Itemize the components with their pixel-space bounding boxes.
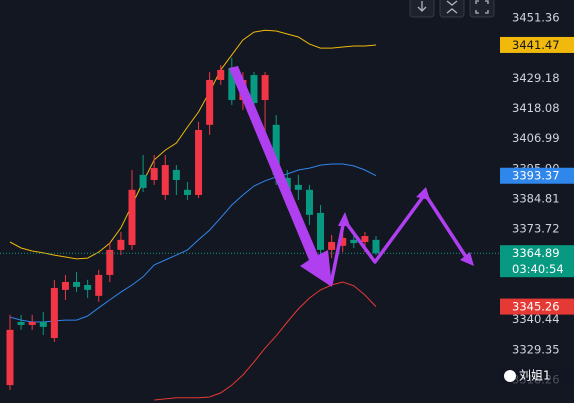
candle-body [339, 237, 347, 246]
candle-body [228, 67, 236, 101]
band-line [9, 163, 377, 323]
watermark-icon [504, 370, 516, 382]
icon [417, 1, 427, 12]
price-tag-label: 3393.37 [512, 169, 560, 183]
candle-body [217, 69, 225, 80]
price-tag-label: 3345.26 [512, 300, 560, 314]
button[interactable] [469, 0, 495, 18]
candle-body [139, 174, 147, 188]
icon [446, 0, 458, 14]
candle-body [361, 236, 369, 243]
candle-body [17, 321, 25, 325]
arrowhead [416, 187, 430, 200]
candle-body [328, 242, 336, 250]
candle-body [294, 184, 302, 190]
watermark-bg [500, 366, 574, 386]
price-axis: 3451.363429.183418.083406.993395.903384.… [500, 11, 574, 386]
candle-body [206, 79, 214, 125]
y-tick-label: 3406.99 [512, 131, 560, 145]
icon [475, 0, 489, 14]
candle-body [28, 321, 36, 325]
candle-body [161, 165, 169, 195]
band-line [9, 29, 377, 260]
band-line [154, 281, 377, 401]
y-tick-label: 3340.44 [512, 312, 560, 326]
candle-body [317, 212, 325, 250]
candle-body [372, 239, 380, 254]
price-tag-label: 3364.89 [512, 246, 560, 260]
price-tag-label: 3441.47 [512, 38, 560, 52]
candle-body [6, 329, 14, 386]
annotation-arrows [229, 66, 474, 287]
arrow [229, 66, 332, 287]
candle-body [106, 249, 114, 275]
candle-body [73, 281, 81, 287]
candle-body [95, 274, 103, 296]
y-tick-label: 3373.72 [512, 222, 560, 236]
arrow [329, 192, 470, 285]
candle-body [261, 75, 269, 101]
plot [0, 29, 500, 401]
arrowhead [460, 252, 474, 266]
candle-body [84, 284, 92, 290]
y-tick-label: 3429.18 [512, 71, 560, 85]
candle-body [150, 168, 158, 181]
y-tick-label: 3451.36 [512, 11, 560, 25]
candle-body [305, 189, 313, 215]
candle-body [195, 129, 203, 195]
watermark: 刘姐1 [500, 366, 574, 386]
price-tag [500, 167, 574, 184]
candle-body [50, 287, 58, 339]
candle-body [39, 321, 47, 327]
candle-body [172, 169, 180, 181]
y-tick-label: 3418.08 [512, 101, 560, 115]
watermark-text: 刘姐1 [519, 369, 551, 383]
price-tag [500, 36, 574, 53]
candle-body [183, 189, 191, 195]
candle-body [128, 189, 136, 246]
price-tag [500, 298, 574, 315]
price-tag [500, 245, 574, 278]
candle-body [350, 239, 358, 244]
countdown-label: 03:40:54 [512, 262, 564, 276]
candle-body [272, 124, 280, 175]
arrowhead [338, 212, 350, 226]
candle-body [250, 75, 258, 104]
candle-body [61, 281, 69, 290]
y-tick-label: 3384.81 [512, 192, 560, 206]
y-tick-label: 3329.35 [512, 342, 560, 356]
candle-body [117, 239, 125, 250]
toolbar [409, 0, 495, 18]
